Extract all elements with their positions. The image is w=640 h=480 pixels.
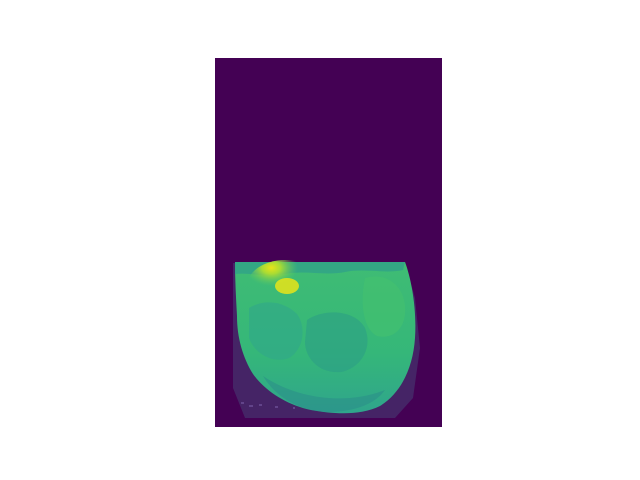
bright-core [275,278,299,294]
interior-region-center [305,312,368,373]
interior-region-left [249,302,303,360]
heatmap-image [215,58,442,427]
heatmap-svg [215,58,442,427]
speckle-artifacts [241,402,295,409]
interior-region-right [362,276,406,337]
lower-shading [263,376,385,412]
